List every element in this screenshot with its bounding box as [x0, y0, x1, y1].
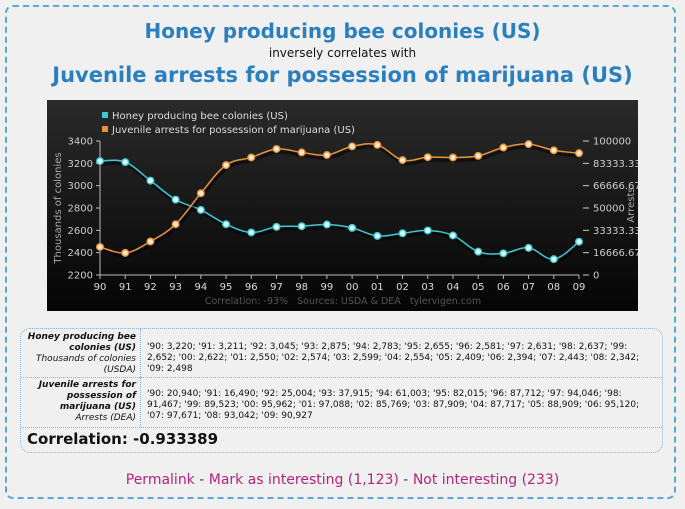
table-row-arrests: Juvenile arrests for possession of marij… [21, 377, 662, 428]
table-row-bees: Honey producing bee colonies (US) Thousa… [21, 329, 662, 378]
y-left-tick-label: 3000 [68, 181, 93, 192]
y-right-axis-label: Arrests [626, 187, 637, 222]
y-left-tick-label: 2200 [68, 271, 93, 282]
x-tick-label: 96 [245, 282, 258, 293]
y-left-axis-label: Thousands of colonies [53, 152, 64, 264]
chart: Honey producing bee colonies (US) Juveni… [47, 100, 638, 311]
legend-label-arrests: Juvenile arrests for possession of marij… [111, 125, 355, 136]
x-tick-label: 04 [447, 282, 460, 293]
y-left-tick-label: 2400 [68, 248, 93, 259]
row-values-arrests: '90: 20,940; '91: 16,490; '92: 25,004; '… [147, 389, 640, 421]
data-table: Honey producing bee colonies (US) Thousa… [20, 328, 663, 453]
title-series-2: Juvenile arrests for possession of marij… [52, 63, 633, 87]
y-right-tick-label: 100000 [593, 137, 631, 148]
row-label-arrests-unit: Arrests (DEA) [75, 413, 136, 423]
title-series-1: Honey producing bee colonies (US) [144, 19, 541, 43]
chart-footer: Correlation: -93% Sources: USDA & DEA ty… [205, 296, 481, 307]
outer-frame [5, 5, 676, 499]
legend-swatch-bees [102, 112, 108, 118]
y-right-tick-label: 66666.67 [593, 181, 638, 192]
x-tick-label: 01 [371, 282, 384, 293]
y-right-tick-label: 83333.33 [593, 159, 638, 170]
y-left-tick-label: 2600 [68, 226, 93, 237]
chart-legend: Honey producing bee colonies (US) Juveni… [102, 111, 355, 136]
y-right-tick-label: 16666.67 [593, 248, 638, 259]
subtitle: inversely correlates with [268, 46, 417, 60]
row-label-arrests: Juvenile arrests for possession of marij… [21, 377, 141, 427]
x-tick-label: 98 [295, 282, 308, 293]
x-tick-label: 05 [472, 282, 485, 293]
y-left-tick-label: 3200 [68, 159, 93, 170]
not-interesting-link[interactable]: Not interesting (233) [412, 472, 560, 488]
x-tick-label: 00 [346, 282, 359, 293]
y-right-tick-label: 0 [593, 271, 599, 282]
row-label-arrests-name: Juvenile arrests for possession of marij… [38, 380, 136, 412]
x-tick-label: 95 [220, 282, 233, 293]
x-tick-label: 90 [94, 282, 107, 293]
chart-background [47, 100, 638, 311]
x-tick-label: 91 [119, 282, 132, 293]
chart-axes: 2200 2400 2600 2800 3000 3200 3400 Thousands of… [53, 137, 638, 294]
row-label-bees-unit: Thousands of colonies (USDA) [35, 354, 136, 375]
x-tick-label: 03 [421, 282, 434, 293]
x-tick-label: 02 [396, 282, 409, 293]
mark-interesting-link[interactable]: Mark as interesting (1,123) [208, 472, 399, 488]
correlation-value: Correlation: -0.933389 [27, 430, 219, 448]
row-label-bees-name: Honey producing bee colonies (US) [27, 332, 136, 353]
separator: - [194, 472, 209, 488]
chart-lines [96, 140, 583, 264]
legend-swatch-arrests [102, 126, 108, 132]
x-tick-label: 99 [321, 282, 334, 293]
separator: - [398, 472, 413, 488]
x-tick-label: 07 [522, 282, 535, 293]
row-values-bees: '90: 3,220; '91: 3,211; '92: 3,045; '93:… [147, 342, 640, 374]
y-right-tick-label: 50000 [593, 204, 625, 215]
row-label-bees: Honey producing bee colonies (US) Thousa… [21, 329, 141, 377]
y-left-tick-label: 3400 [68, 137, 93, 148]
x-tick-label: 09 [573, 282, 586, 293]
series-bees [96, 157, 583, 264]
series-arrests [96, 140, 583, 258]
x-tick-label: 06 [497, 282, 510, 293]
x-tick-label: 97 [270, 282, 283, 293]
action-links: Permalink - Mark as interesting (1,123) … [0, 472, 685, 488]
x-tick-label: 08 [547, 282, 560, 293]
permalink-link[interactable]: Permalink [125, 472, 195, 488]
y-right-tick-label: 33333.33 [593, 226, 638, 237]
x-tick-label: 94 [194, 282, 207, 293]
y-left-tick-label: 2800 [68, 204, 93, 215]
x-tick-label: 92 [144, 282, 157, 293]
legend-label-bees: Honey producing bee colonies (US) [112, 111, 288, 122]
x-tick-label: 93 [169, 282, 182, 293]
